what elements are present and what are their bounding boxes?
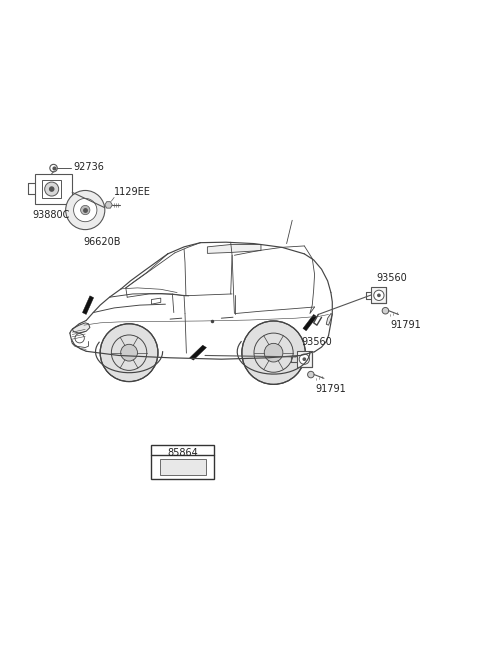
Polygon shape (83, 296, 94, 314)
Bar (151, 445, 215, 479)
Circle shape (299, 354, 310, 364)
Circle shape (73, 198, 97, 221)
Text: 93560: 93560 (376, 272, 407, 283)
Bar (35, 174, 72, 204)
Circle shape (377, 293, 381, 297)
Circle shape (120, 345, 137, 361)
Bar (372, 288, 386, 303)
Text: 92736: 92736 (73, 162, 104, 172)
Polygon shape (105, 202, 112, 208)
Polygon shape (151, 298, 161, 304)
Polygon shape (326, 314, 332, 325)
Text: 96620B: 96620B (83, 237, 120, 247)
Text: 1129EE: 1129EE (114, 187, 151, 196)
Polygon shape (207, 244, 261, 253)
Circle shape (66, 191, 105, 230)
Circle shape (45, 182, 59, 196)
Circle shape (374, 290, 384, 301)
Bar (42, 179, 61, 198)
Polygon shape (190, 345, 206, 360)
Circle shape (382, 307, 389, 314)
Polygon shape (72, 323, 90, 333)
Circle shape (302, 358, 306, 361)
Circle shape (49, 186, 55, 192)
Bar (160, 459, 206, 476)
Circle shape (242, 321, 305, 384)
Circle shape (50, 164, 57, 172)
Text: 93560: 93560 (301, 337, 332, 346)
Text: 91791: 91791 (315, 384, 346, 394)
Circle shape (264, 343, 283, 362)
Text: 93880C: 93880C (33, 210, 70, 219)
Text: 85864: 85864 (168, 448, 198, 458)
Text: 91791: 91791 (390, 320, 421, 330)
Circle shape (81, 206, 90, 215)
Polygon shape (303, 314, 317, 331)
Circle shape (308, 371, 314, 378)
Bar (297, 351, 312, 367)
Circle shape (100, 324, 158, 382)
